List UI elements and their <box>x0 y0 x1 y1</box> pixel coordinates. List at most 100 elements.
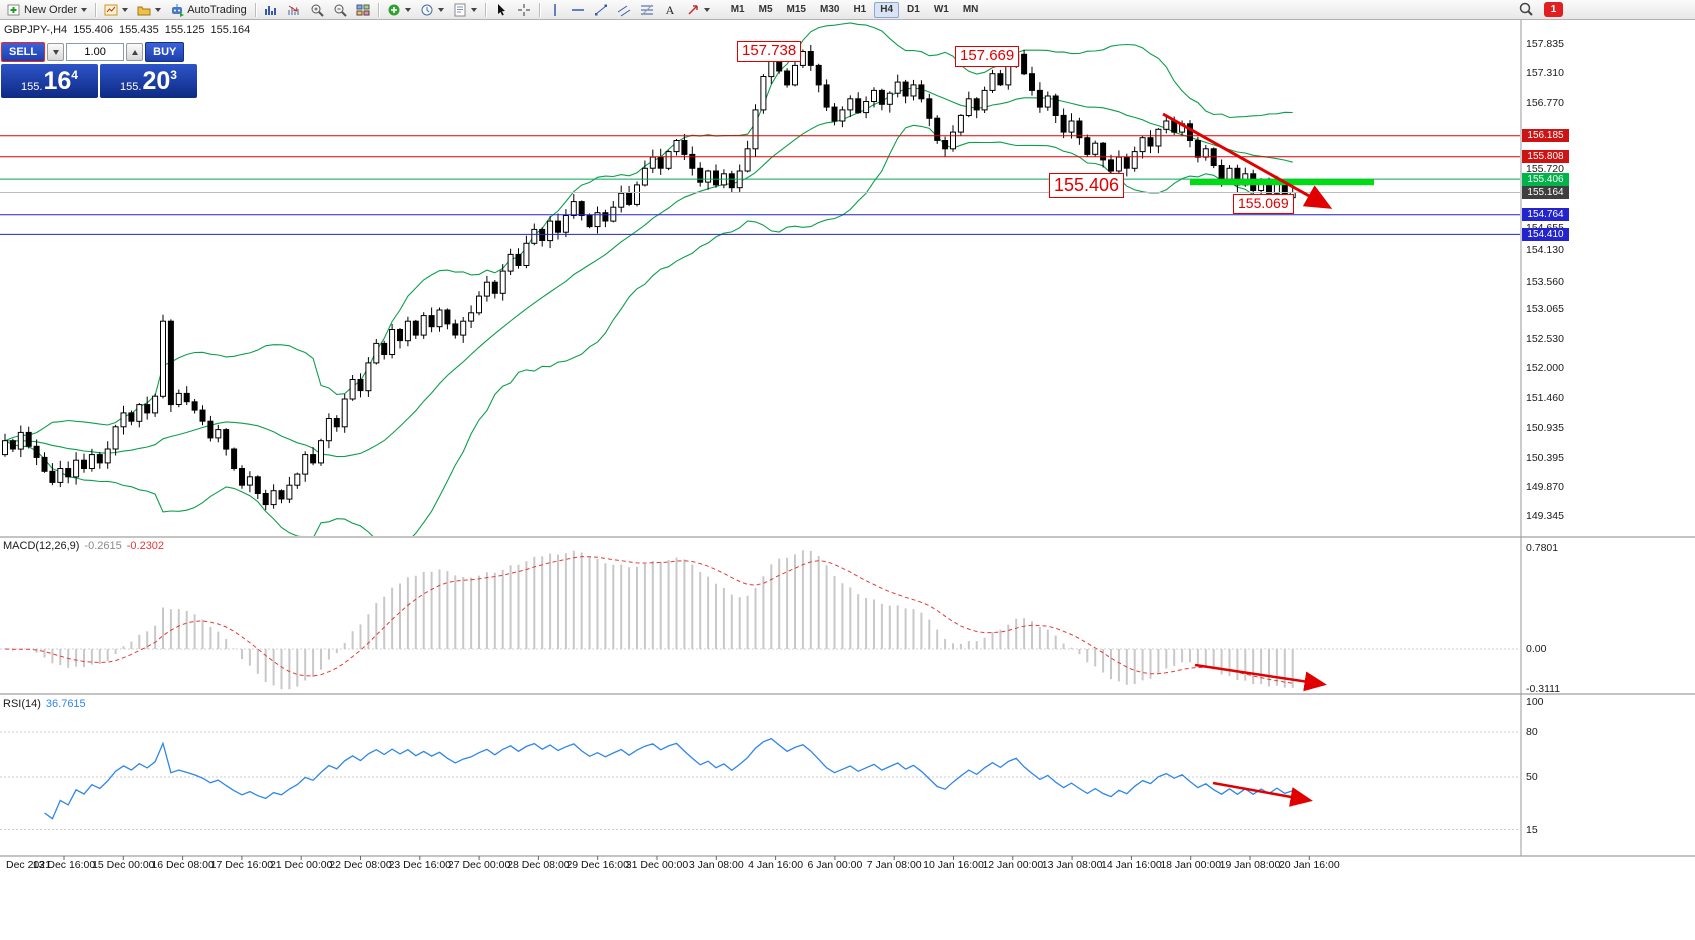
trend-arrow-rsi[interactable] <box>1212 781 1313 807</box>
high-value: 155.435 <box>118 24 159 36</box>
buy-price-button[interactable]: 155. 20 3 <box>100 64 197 98</box>
vline-icon <box>548 3 562 17</box>
tf-m30-button[interactable]: M30 <box>819 3 840 15</box>
bars-arrow-icon <box>287 3 301 17</box>
periods-button[interactable] <box>416 1 448 19</box>
rsi-line <box>44 737 1293 820</box>
toolbar-separator <box>484 2 486 17</box>
trend-arrow-main[interactable] <box>1162 112 1333 209</box>
tf-m1-button[interactable]: M1 <box>730 3 745 15</box>
buy-button[interactable]: BUY <box>145 42 185 62</box>
candlestick-series <box>2 45 1296 511</box>
trend-arrow-macd[interactable] <box>1194 663 1327 692</box>
symbol-name: GBPJPY-,H4 <box>4 24 68 36</box>
search-button[interactable] <box>1515 1 1538 19</box>
channel-button[interactable] <box>613 1 635 19</box>
zoom-in-icon <box>310 3 324 17</box>
trendline-button[interactable] <box>590 1 612 19</box>
fibonacci-button[interactable] <box>636 1 658 19</box>
macd-indicator-label: MACD(12,26,9) -0.2615 -0.2302 <box>3 540 169 552</box>
autotrading-button[interactable]: AutoTrading <box>166 1 251 19</box>
tf-h4-button[interactable]: H4 <box>874 1 900 18</box>
vertical-line-button[interactable] <box>544 1 566 19</box>
indicator-list-button[interactable] <box>283 1 305 19</box>
folder-yellow-icon <box>137 3 151 17</box>
pane-separators <box>0 19 1695 857</box>
textA-icon: A <box>663 3 677 17</box>
caret-down-icon <box>155 7 162 12</box>
crosshair-button[interactable] <box>513 1 535 19</box>
symbol-ohlc-info: GBPJPY-,H4 155.406 155.435 155.125 155.164 <box>4 24 256 36</box>
tf-w1-button[interactable]: W1 <box>933 3 949 15</box>
tf-h1-button[interactable]: H1 <box>853 3 867 15</box>
sell-price-button[interactable]: 155. 16 4 <box>1 64 98 98</box>
low-value: 155.125 <box>164 24 205 36</box>
toolbar-separator <box>377 2 379 17</box>
sell-price-big: 16 <box>43 67 72 95</box>
macd-histogram <box>11 550 1294 690</box>
rsi-indicator-label: RSI(14) 36.7615 <box>3 698 91 710</box>
toolbar-right: 1 <box>1515 1 1563 19</box>
sell-button[interactable]: SELL <box>1 42 46 62</box>
tf-m15-button[interactable]: M15 <box>786 3 806 15</box>
macd-signal-line <box>4 556 1293 684</box>
bars-icon <box>264 3 278 17</box>
macd-signal-value: -0.2302 <box>126 540 165 552</box>
trend-icon <box>594 3 608 17</box>
zoom-in-button[interactable] <box>306 1 328 19</box>
clock-icon <box>420 3 434 17</box>
sell-price-pip: 4 <box>71 68 78 82</box>
zoom-out-button[interactable] <box>329 1 351 19</box>
toolbar-separator <box>254 2 256 17</box>
caret-down-icon <box>437 7 444 12</box>
text-button[interactable]: A <box>659 1 681 19</box>
buy-price-prefix: 155. <box>120 81 142 93</box>
new-order-button[interactable]: New Order <box>3 1 91 19</box>
rsi-name: RSI(14) <box>3 698 41 710</box>
robot-icon <box>170 3 185 17</box>
tf-mn-button[interactable]: MN <box>962 3 979 15</box>
plus-circle-icon <box>387 3 401 17</box>
hline-icon <box>571 3 585 17</box>
profiles-button[interactable] <box>133 1 165 19</box>
volume-input[interactable] <box>66 43 125 61</box>
caret-down-icon <box>122 7 129 12</box>
triangle-up-icon <box>131 49 138 55</box>
notifications-badge[interactable]: 1 <box>1544 2 1563 17</box>
chart-yellow-icon <box>104 3 118 17</box>
caret-down-icon <box>703 7 710 12</box>
fibo-icon <box>640 3 654 17</box>
toolbar: New Order AutoTrading A M1 M5 M15 M30 H1 H4 D1 W1 M… <box>0 0 1695 20</box>
volume-decrease-button[interactable] <box>47 43 65 61</box>
buy-price-pip: 3 <box>170 68 177 82</box>
bollinger-bands <box>4 22 1293 536</box>
indicators-button[interactable] <box>383 1 415 19</box>
indicator-window-button[interactable] <box>260 1 282 19</box>
template-icon <box>453 3 467 17</box>
channel-icon <box>617 3 631 17</box>
toolbar-separator <box>538 2 540 17</box>
arrows-icon <box>686 3 700 17</box>
volume-increase-button[interactable] <box>126 43 144 61</box>
caret-down-icon <box>404 7 411 12</box>
new-order-button-label: New Order <box>24 3 78 16</box>
zoom-out-icon <box>333 3 347 17</box>
new-chart-button[interactable] <box>100 1 132 19</box>
crosshair-icon <box>517 3 531 17</box>
tile-icon <box>356 3 370 17</box>
horizontal-line-button[interactable] <box>567 1 589 19</box>
tile-windows-button[interactable] <box>352 1 374 19</box>
tf-d1-button[interactable]: D1 <box>907 3 920 15</box>
autotrading-button-label: AutoTrading <box>187 3 247 16</box>
tf-m5-button[interactable]: M5 <box>758 3 773 15</box>
caret-down-icon <box>81 7 88 12</box>
cursor-icon <box>494 3 508 17</box>
svg-text:A: A <box>665 3 674 17</box>
timeframe-group: M1 M5 M15 M30 H1 H4 D1 W1 MN <box>725 1 985 18</box>
toolbar-separator <box>95 2 97 17</box>
cursor-button[interactable] <box>490 1 512 19</box>
arrows-button[interactable] <box>682 1 714 19</box>
close-value: 155.164 <box>210 24 251 36</box>
templates-button[interactable] <box>449 1 481 19</box>
